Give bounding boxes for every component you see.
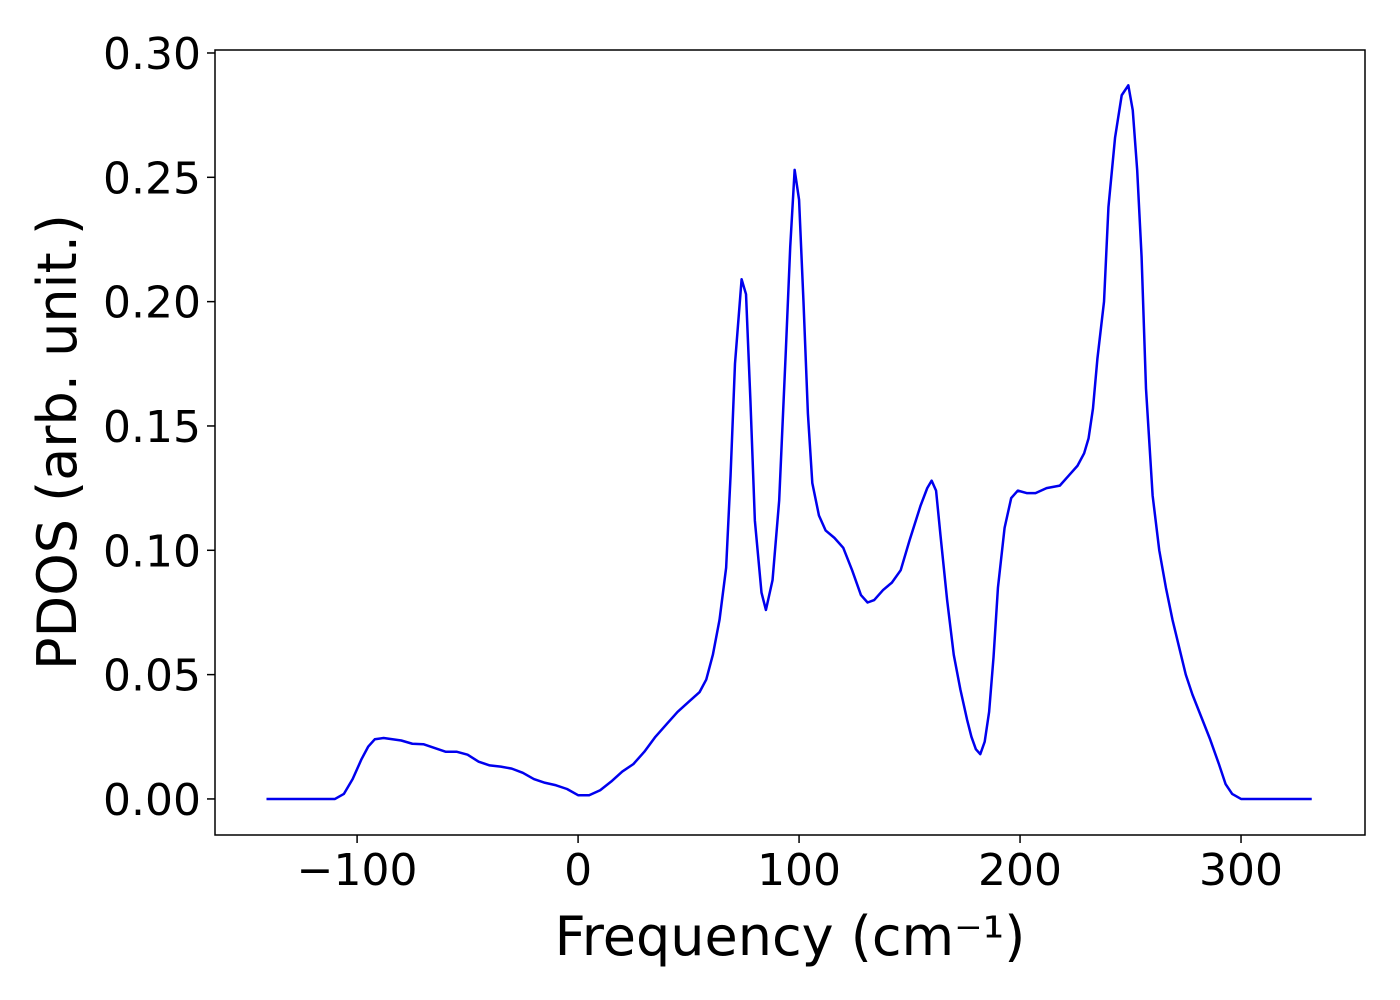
x-tick-label: 300 [1199, 845, 1283, 896]
y-tick-label: 0.10 [103, 526, 201, 577]
x-tick-label: 100 [757, 845, 841, 896]
y-tick-label: 0.30 [103, 29, 201, 80]
y-tick-label: 0.25 [103, 153, 201, 204]
plot-frame [214, 49, 1366, 836]
y-tick-label: 0.00 [103, 775, 201, 826]
y-axis-label: PDOS (arb. unit.) [26, 214, 89, 670]
line-series [266, 84, 1312, 801]
x-tick-label: 0 [564, 845, 592, 896]
x-axis-label: Frequency (cm⁻¹) [555, 905, 1026, 968]
y-tick-label: 0.05 [103, 651, 201, 702]
y-tick-label: 0.15 [103, 402, 201, 453]
x-tick-label: 200 [978, 845, 1062, 896]
y-tick-label: 0.20 [103, 278, 201, 329]
x-tick-label: −100 [297, 845, 418, 896]
